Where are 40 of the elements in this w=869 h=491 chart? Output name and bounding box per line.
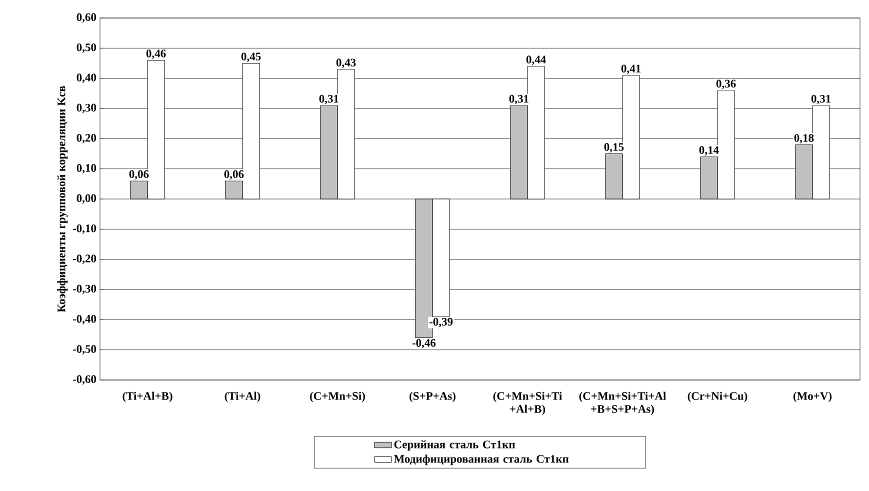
y-tick-label: 0,20 — [76, 134, 96, 144]
data-label: 0,31 — [319, 94, 338, 104]
y-tick-label: 0,50 — [76, 43, 96, 53]
y-tick-label: -0,60 — [72, 375, 96, 385]
data-label: 0,31 — [509, 94, 528, 104]
x-tick-label: (C+Mn+Si+Ti+Al +B+S+P+As) — [579, 392, 666, 416]
data-label: 0,06 — [129, 170, 149, 180]
y-tick-label: -0,20 — [72, 254, 96, 264]
x-tick-label: (Cr+Ni+Cu) — [688, 392, 748, 402]
x-tick-label: (Ti+Al) — [224, 392, 260, 402]
x-tick-label: (S+P+As) — [410, 392, 456, 402]
y-tick-label: -0,40 — [72, 314, 96, 324]
x-tick-label: (C+Mn+Si+Ti +Al+B) — [493, 392, 562, 416]
y-tick-label: 0,30 — [76, 104, 96, 114]
data-label: 0,18 — [794, 134, 814, 144]
y-tick-label: 0,10 — [76, 164, 96, 174]
y-tick-label: -0,30 — [72, 284, 96, 294]
y-axis-title: Коэффициенты групповой корреляции Kсв — [57, 86, 68, 312]
legend-label: Модифицированная сталь Ст1кп — [394, 454, 569, 466]
y-tick-label: -0,10 — [72, 224, 96, 234]
data-label: 0,41 — [621, 64, 641, 74]
data-label: 0,45 — [241, 52, 261, 62]
data-label: 0,15 — [604, 143, 624, 153]
y-tick-label: 0,00 — [76, 194, 96, 204]
x-tick-label: (Mo+V) — [793, 392, 832, 402]
data-label: 0,46 — [146, 50, 166, 60]
data-label: 0,31 — [811, 94, 831, 104]
y-tick-label: -0,50 — [72, 345, 96, 355]
data-label: 0,44 — [526, 56, 546, 66]
data-label: -0,39 — [429, 318, 453, 328]
y-tick-label: 0,60 — [76, 13, 96, 23]
data-label: 0,43 — [336, 58, 356, 68]
y-tick-label: 0,40 — [76, 74, 96, 84]
data-label: 0,36 — [716, 80, 736, 90]
legend-label: Серийная сталь Ст1кп — [394, 440, 515, 451]
x-tick-label: (C+Mn+Si) — [310, 392, 365, 402]
data-label: 0,14 — [699, 146, 719, 156]
x-tick-label: (Ti+Al+B) — [122, 392, 172, 402]
data-label: 0,06 — [224, 170, 244, 180]
data-label: -0,46 — [412, 338, 436, 348]
